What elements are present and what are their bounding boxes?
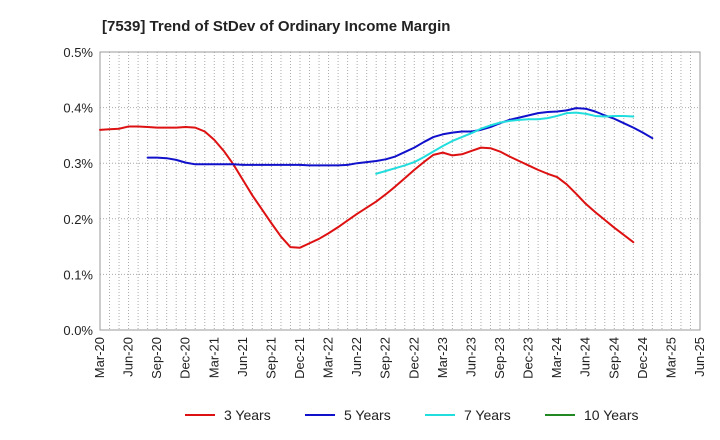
grid-lines <box>100 52 700 330</box>
x-tick-label: Jun-24 <box>578 337 593 377</box>
x-axis-ticks: Mar-20 Jun-20 Sep-20 Dec-20 Mar-21 Jun-21 Sep-… <box>92 337 707 379</box>
series-layer <box>99 107 654 249</box>
x-tick-label: Jun-23 <box>463 337 478 377</box>
x-tick-label: Dec-22 <box>406 337 421 379</box>
x-tick-label: Mar-24 <box>549 337 564 378</box>
y-tick-label: 0.4% <box>63 101 93 116</box>
x-tick-label: Jun-21 <box>235 337 250 377</box>
x-tick-label: Mar-22 <box>321 337 336 378</box>
legend-label-2: 5 Years <box>344 407 391 423</box>
x-tick-label: Sep-23 <box>492 337 507 379</box>
y-tick-label: 0.0% <box>63 323 93 338</box>
x-tick-label: Sep-20 <box>149 337 164 379</box>
x-tick-label: Mar-25 <box>663 337 678 378</box>
x-tick-label: Jun-20 <box>121 337 136 377</box>
y-tick-label: 0.5% <box>63 45 93 60</box>
y-axis-ticks: 0.0% 0.1% 0.2% 0.3% 0.4% 0.5% <box>63 45 93 338</box>
x-tick-label: Mar-20 <box>92 337 107 378</box>
x-tick-label: Sep-24 <box>606 337 621 379</box>
series-line-1 <box>99 125 635 249</box>
y-tick-label: 0.1% <box>63 267 93 282</box>
x-tick-label: Jun-22 <box>349 337 364 377</box>
series-line-2 <box>146 107 654 167</box>
x-tick-label: Dec-21 <box>292 337 307 379</box>
x-tick-label: Sep-21 <box>263 337 278 379</box>
x-tick-label: Dec-20 <box>178 337 193 379</box>
x-tick-label: Dec-23 <box>521 337 536 379</box>
legend-label-3: 7 Years <box>464 407 511 423</box>
chart-title: [7539] Trend of StDev of Ordinary Income… <box>102 18 450 35</box>
legend-label-4: 10 Years <box>584 407 639 423</box>
plot-area-border <box>99 51 701 331</box>
legend-label-1: 3 Years <box>224 407 271 423</box>
x-tick-label: Jun-25 <box>692 337 707 377</box>
y-tick-label: 0.2% <box>63 212 93 227</box>
legend: 3 Years 5 Years 7 Years 10 Years <box>185 407 639 423</box>
x-tick-label: Mar-21 <box>206 337 221 378</box>
y-tick-label: 0.3% <box>63 156 93 171</box>
x-tick-label: Sep-22 <box>378 337 393 379</box>
series-line-3 <box>375 111 635 175</box>
x-tick-label: Mar-23 <box>435 337 450 378</box>
x-tick-label: Dec-24 <box>635 337 650 379</box>
